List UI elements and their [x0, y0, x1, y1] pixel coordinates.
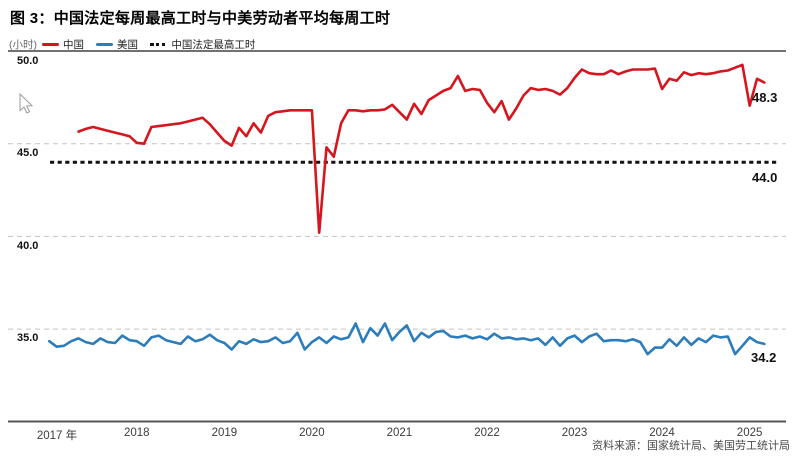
- value-label-legal-limit: 44.0: [752, 170, 778, 185]
- legend-swatch-china-line: [42, 42, 59, 47]
- y-tick-50: 50.0: [17, 54, 39, 67]
- axis-unit-label: (小时): [9, 39, 37, 51]
- mouse-cursor: [19, 92, 34, 114]
- y-tick-35: 35.0: [17, 332, 39, 344]
- x-tick-2017: 2017 年: [36, 430, 78, 442]
- y-tick-40: 40.0: [17, 239, 39, 252]
- legend-label-legal-limit: 中国法定最高工时: [171, 39, 256, 51]
- legend-label-us: 美国: [117, 39, 138, 51]
- x-tick-2019: 2019: [211, 427, 238, 439]
- us-line: [47, 322, 766, 356]
- legend: (小时) 中国 美国 中国法定最高工时: [9, 37, 267, 52]
- china-line: [77, 63, 766, 234]
- x-tick-2024: 2024: [649, 427, 675, 439]
- x-tick-2020: 2020: [299, 427, 325, 439]
- x-tick-2022: 2022: [474, 427, 500, 439]
- x-tick-2021: 2021: [386, 427, 413, 439]
- legend-item-legal-limit: 中国法定最高工时: [150, 37, 255, 52]
- chart-title: 图 3：中国法定每周最高工时与中美劳动者平均每周工时: [10, 10, 391, 27]
- x-tick-2025: 2025: [736, 427, 763, 439]
- legend-item-us: 美国: [96, 37, 138, 52]
- x-tick-2023: 2023: [561, 427, 588, 439]
- legend-swatch-us-line: [96, 42, 113, 47]
- legend-item-china: 中国: [42, 37, 84, 52]
- value-label-china: 48.3: [752, 90, 778, 105]
- legend-label-china: 中国: [63, 39, 84, 51]
- value-label-us: 34.2: [751, 350, 777, 365]
- source-note: 资料来源：国家统计局、美国劳工统计局: [592, 440, 790, 452]
- legend-swatch-dotted-line: [150, 42, 167, 47]
- x-tick-2018: 2018: [124, 427, 150, 439]
- y-tick-45: 45.0: [17, 147, 39, 159]
